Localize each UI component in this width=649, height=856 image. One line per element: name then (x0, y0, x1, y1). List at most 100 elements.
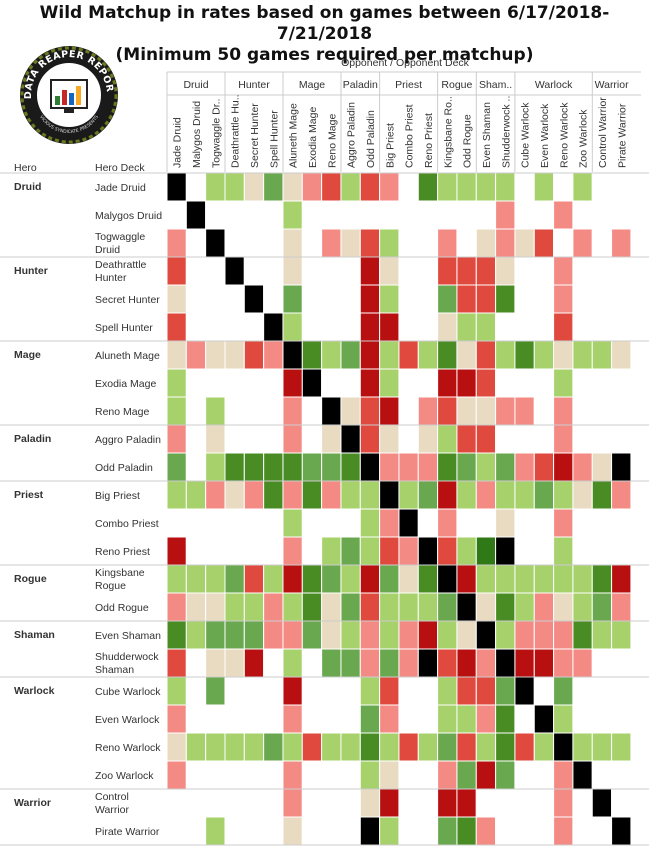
cell-deathrattle-hunter-vs-big-priest (379, 256, 400, 286)
cell-reno-mage-vs-malygos-druid (185, 396, 207, 426)
cell-combo-priest-vs-zoo-warlock (572, 508, 593, 538)
cell-big-priest-vs-jade-druid (166, 480, 187, 510)
cell-combo-priest-vs-reno-mage (321, 508, 342, 538)
cell-shudderwock-shaman-vs-zoo-warlock (572, 648, 593, 678)
cell-secret-hunter-vs-reno-mage (321, 284, 342, 314)
cell-odd-paladin-vs-shudderwock (495, 452, 516, 482)
cell-even-shaman-vs-shudderwock (495, 620, 516, 650)
cell-big-priest-vs-malygos-druid (185, 480, 207, 510)
cell-odd-rogue-vs-cube-warlock (514, 592, 535, 622)
cell-odd-rogue-vs-jade-druid (166, 592, 187, 622)
logo-bar-3 (69, 93, 74, 105)
cell-malygos-druid-vs-big-priest (379, 200, 400, 230)
cell-odd-rogue-vs-aggro-paladin (340, 592, 361, 622)
cell-aggro-paladin-vs-togwaggle-dr (205, 424, 226, 454)
cell-malygos-druid-vs-reno-mage (321, 200, 342, 230)
cell-reno-priest-vs-combo-priest (398, 536, 419, 566)
cell-reno-warlock-vs-deathrattle-hu (224, 732, 245, 762)
cell-spell-hunter-vs-malygos-druid (185, 312, 207, 342)
cell-even-warlock-vs-reno-mage (321, 704, 342, 734)
cell-reno-mage-vs-reno-mage (321, 396, 342, 426)
cell-even-warlock-vs-aggro-paladin (340, 704, 361, 734)
cell-shudderwock-shaman-vs-combo-priest (398, 648, 419, 678)
cell-reno-mage-vs-spell-hunter (263, 396, 284, 426)
cell-pirate-warrior-vs-malygos-druid (185, 816, 207, 846)
cell-spell-hunter-vs-exodia-mage (301, 312, 323, 342)
cell-reno-warlock-vs-exodia-mage (301, 732, 323, 762)
cell-reno-warlock-vs-even-shaman (475, 732, 497, 762)
row-deck-pirate-warrior: Pirate Warrior (95, 826, 160, 838)
cell-aluneth-mage-vs-secret-hunter (243, 340, 265, 370)
cell-combo-priest-vs-jade-druid (166, 508, 187, 538)
column-deck-malygos-druid: Malygos Druid (191, 101, 203, 168)
cell-odd-paladin-vs-deathrattle-hu (224, 452, 245, 482)
row-deck-even-warlock: Even Warlock (95, 714, 160, 726)
cell-kingsbane-rogue-vs-malygos-druid (185, 564, 207, 594)
cell-togwaggle-druid-vs-reno-priest (417, 228, 439, 258)
cell-jade-druid-vs-jade-druid (166, 172, 187, 202)
row-deck-shudderwock-shaman: Shudderwock Shaman (95, 651, 159, 676)
cell-aluneth-mage-vs-reno-warlock (553, 340, 574, 370)
cell-kingsbane-rogue-vs-pirate-warrior (611, 564, 632, 594)
cell-odd-rogue-vs-reno-priest (417, 592, 439, 622)
cell-reno-mage-vs-big-priest (379, 396, 400, 426)
cell-even-warlock-vs-malygos-druid (185, 704, 207, 734)
cell-kingsbane-rogue-vs-aluneth-mage (282, 564, 303, 594)
cell-reno-priest-vs-big-priest (379, 536, 400, 566)
cell-combo-priest-vs-kingsbane-ro (437, 508, 458, 538)
cell-combo-priest-vs-combo-priest (398, 508, 419, 538)
cell-odd-paladin-vs-reno-warlock (553, 452, 574, 482)
cell-big-priest-vs-odd-paladin (359, 480, 381, 510)
cell-jade-druid-vs-odd-rogue (456, 172, 477, 202)
cell-togwaggle-druid-vs-shudderwock (495, 228, 516, 258)
cell-pirate-warrior-vs-even-warlock (533, 816, 555, 846)
cell-aggro-paladin-vs-reno-mage (321, 424, 342, 454)
cell-aggro-paladin-vs-odd-paladin (359, 424, 381, 454)
cell-aluneth-mage-vs-reno-mage (321, 340, 342, 370)
cell-even-shaman-vs-zoo-warlock (572, 620, 593, 650)
cell-odd-rogue-vs-kingsbane-ro (437, 592, 458, 622)
cell-big-priest-vs-aggro-paladin (340, 480, 361, 510)
row-deck-jade-druid: Jade Druid (95, 182, 146, 194)
cell-even-shaman-vs-control-warrior (591, 620, 613, 650)
cell-jade-druid-vs-reno-priest (417, 172, 439, 202)
cell-reno-mage-vs-togwaggle-dr (205, 396, 226, 426)
cell-zoo-warlock-vs-even-shaman (475, 760, 497, 790)
cell-reno-priest-vs-reno-priest (417, 536, 439, 566)
cell-exodia-mage-vs-reno-priest (417, 368, 439, 398)
cell-cube-warlock-vs-kingsbane-ro (437, 676, 458, 706)
column-deck-zoo-warlock: Zoo Warlock (578, 109, 590, 168)
cell-cube-warlock-vs-even-shaman (475, 676, 497, 706)
cell-deathrattle-hunter-vs-exodia-mage (301, 256, 323, 286)
cell-deathrattle-hunter-vs-cube-warlock (514, 256, 535, 286)
cell-combo-priest-vs-togwaggle-dr (205, 508, 226, 538)
cell-togwaggle-druid-vs-combo-priest (398, 228, 419, 258)
cell-odd-rogue-vs-reno-warlock (553, 592, 574, 622)
cell-secret-hunter-vs-even-shaman (475, 284, 497, 314)
cell-odd-rogue-vs-even-warlock (533, 592, 555, 622)
row-deck-togwaggle-druid: Togwaggle Druid (95, 231, 145, 256)
cell-aluneth-mage-vs-big-priest (379, 340, 400, 370)
cell-malygos-druid-vs-exodia-mage (301, 200, 323, 230)
cell-reno-warlock-vs-reno-priest (417, 732, 439, 762)
cell-pirate-warrior-vs-aggro-paladin (340, 816, 361, 846)
cell-togwaggle-druid-vs-kingsbane-ro (437, 228, 458, 258)
cell-exodia-mage-vs-kingsbane-ro (437, 368, 458, 398)
cell-even-shaman-vs-kingsbane-ro (437, 620, 458, 650)
cell-zoo-warlock-vs-combo-priest (398, 760, 419, 790)
cell-odd-rogue-vs-combo-priest (398, 592, 419, 622)
cell-aggro-paladin-vs-deathrattle-hu (224, 424, 245, 454)
cell-zoo-warlock-vs-shudderwock (495, 760, 516, 790)
cell-even-shaman-vs-aluneth-mage (282, 620, 303, 650)
cell-shudderwock-shaman-vs-spell-hunter (263, 648, 284, 678)
cell-malygos-druid-vs-jade-druid (166, 200, 187, 230)
cell-odd-paladin-vs-combo-priest (398, 452, 419, 482)
cell-zoo-warlock-vs-big-priest (379, 760, 400, 790)
cell-spell-hunter-vs-pirate-warrior (611, 312, 632, 342)
cell-even-warlock-vs-kingsbane-ro (437, 704, 458, 734)
cell-reno-priest-vs-secret-hunter (243, 536, 265, 566)
cell-shudderwock-shaman-vs-even-shaman (475, 648, 497, 678)
cell-pirate-warrior-vs-deathrattle-hu (224, 816, 245, 846)
cell-reno-priest-vs-reno-warlock (553, 536, 574, 566)
